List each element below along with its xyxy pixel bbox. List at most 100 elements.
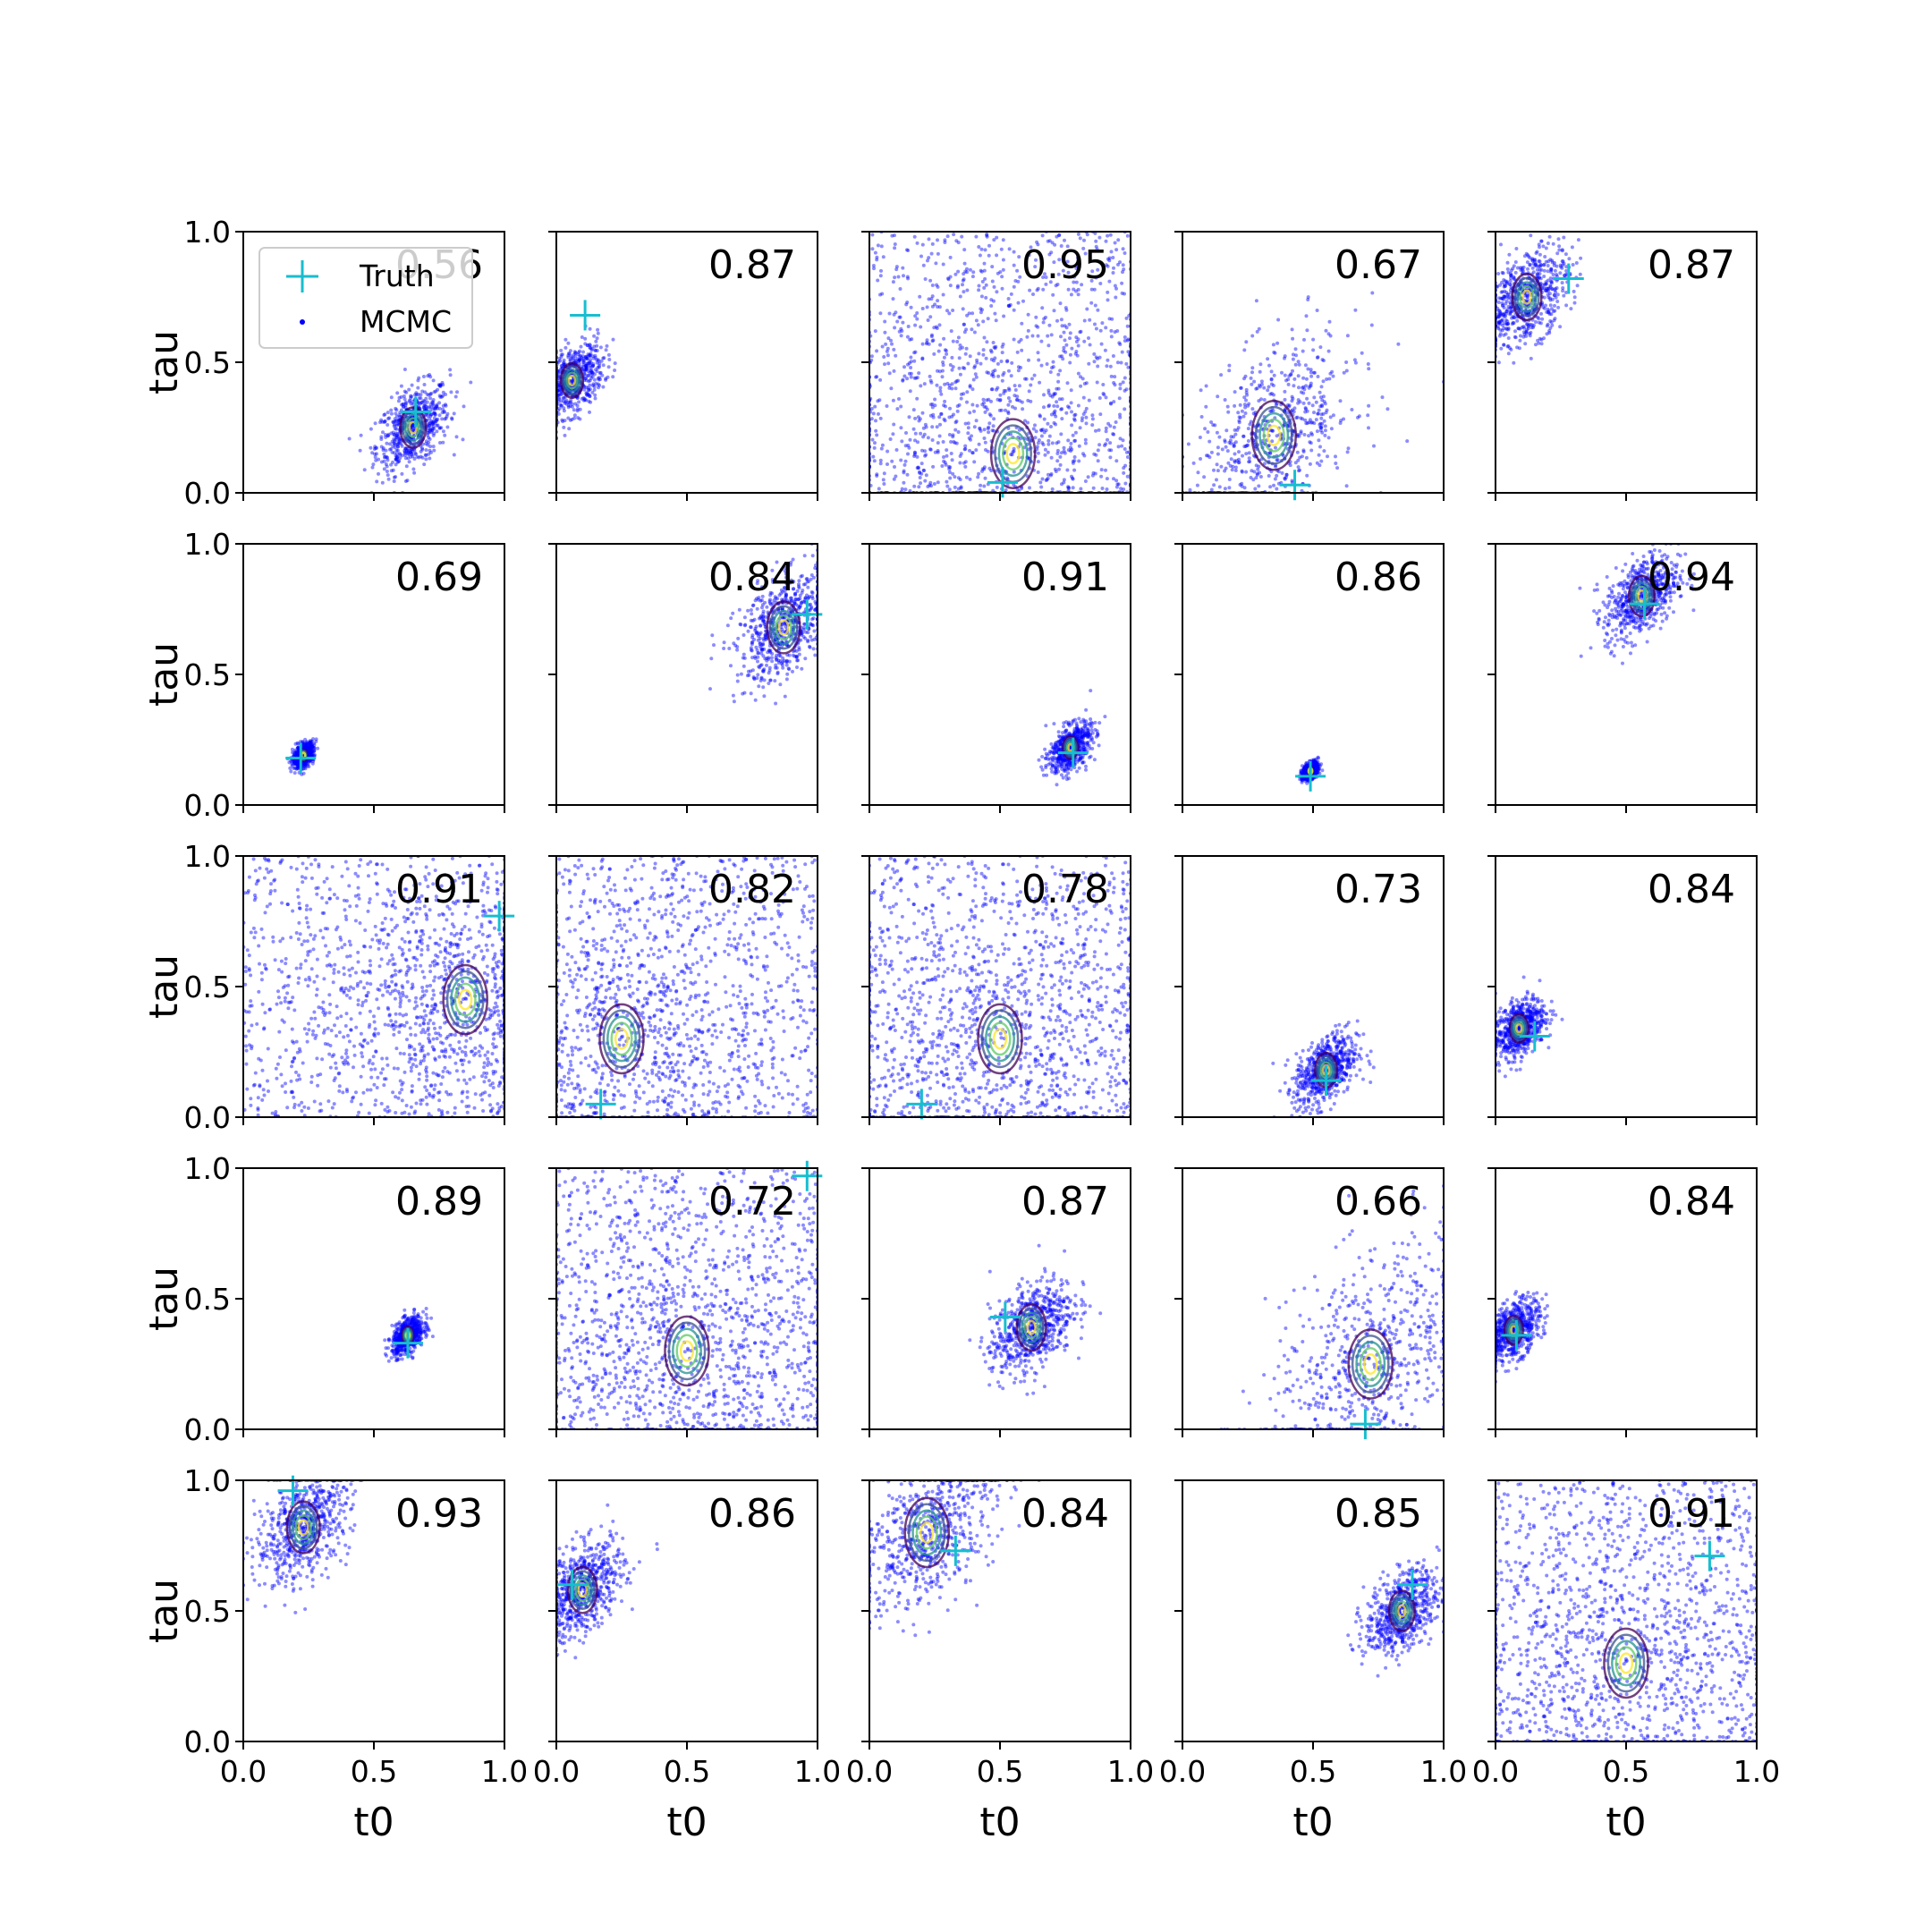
mcmc-point [1224, 445, 1228, 449]
mcmc-point [927, 342, 931, 346]
mcmc-point [386, 432, 391, 436]
mcmc-point [1547, 234, 1552, 239]
mcmc-point [964, 346, 969, 351]
mcmc-point [409, 394, 413, 398]
mcmc-point [411, 425, 415, 429]
mcmc-point [890, 342, 894, 346]
mcmc-point [1057, 233, 1062, 237]
mcmc-point [955, 340, 960, 343]
mcmc-point [397, 441, 402, 445]
mcmc-point [295, 741, 300, 745]
mcmc-point [1098, 412, 1103, 417]
mcmc-point [425, 405, 429, 410]
mcmc-point [431, 433, 436, 437]
mcmc-point [308, 741, 312, 745]
mcmc-point [394, 453, 398, 458]
mcmc-point [384, 435, 388, 439]
mcmc-point [1551, 242, 1555, 246]
mcmc-point [419, 449, 423, 453]
mcmc-point [1122, 466, 1126, 470]
mcmc-point [905, 275, 910, 279]
mcmc-point [942, 459, 946, 463]
mcmc-point [939, 411, 944, 416]
mcmc-point [573, 359, 578, 363]
mcmc-point [598, 370, 603, 375]
mcmc-point [1045, 362, 1049, 366]
mcmc-point [1538, 267, 1542, 272]
mcmc-point [1069, 449, 1072, 453]
mcmc-point [1101, 383, 1106, 386]
mcmc-point [1079, 384, 1083, 388]
mcmc-point [1550, 297, 1555, 301]
mcmc-point [915, 317, 919, 321]
mcmc-point [1538, 252, 1542, 257]
mcmc-point [1268, 451, 1272, 455]
mcmc-point [1206, 453, 1210, 458]
mcmc-point [1504, 311, 1508, 316]
mcmc-point [936, 284, 940, 289]
mcmc-point [1244, 390, 1249, 394]
mcmc-point [438, 441, 442, 445]
mcmc-point [962, 322, 966, 326]
mcmc-point [1204, 384, 1208, 388]
mcmc-point [593, 355, 597, 360]
mcmc-point [558, 359, 563, 363]
mcmc-point [414, 393, 419, 397]
mcmc-point [886, 336, 891, 341]
mcmc-point [424, 396, 428, 401]
mcmc-point [1117, 396, 1122, 401]
mcmc-point [1549, 320, 1554, 325]
mcmc-point [1046, 421, 1050, 426]
mcmc-point [979, 361, 983, 366]
mcmc-point [913, 323, 918, 327]
mcmc-point [431, 419, 436, 424]
mcmc-point [1093, 322, 1097, 326]
mcmc-point [1237, 420, 1241, 425]
mcmc-point [1507, 252, 1512, 257]
mcmc-point [1054, 414, 1058, 419]
mcmc-point [292, 752, 297, 757]
mcmc-point [1498, 322, 1503, 326]
mcmc-point [586, 361, 590, 366]
mcmc-point [1331, 374, 1335, 378]
mcmc-point [1289, 373, 1293, 377]
mcmc-point [1544, 288, 1548, 292]
mcmc-point [928, 315, 933, 319]
mcmc-point [309, 739, 314, 743]
mcmc-point [1541, 305, 1546, 309]
mcmc-point [1503, 321, 1506, 326]
mcmc-point [946, 276, 950, 281]
mcmc-point [1496, 315, 1501, 319]
mcmc-point [992, 359, 996, 363]
mcmc-point [1254, 476, 1258, 480]
density-contour [1513, 276, 1540, 318]
mcmc-point [1040, 233, 1045, 238]
mcmc-point [409, 402, 413, 406]
mcmc-point [1262, 398, 1267, 402]
mcmc-point [433, 406, 437, 411]
mcmc-point [426, 443, 430, 447]
mcmc-point [1280, 470, 1284, 475]
mcmc-point [1106, 358, 1110, 362]
mcmc-point [437, 383, 442, 387]
mcmc-point [1514, 247, 1519, 250]
mcmc-point [1509, 273, 1513, 277]
mcmc-point [409, 454, 413, 459]
mcmc-point [971, 270, 976, 275]
mcmc-point [1551, 309, 1555, 314]
mcmc-point [369, 445, 373, 450]
mcmc-point [307, 745, 311, 750]
mcmc-point [1310, 403, 1315, 408]
mcmc-point [1558, 263, 1563, 267]
mcmc-point [358, 448, 362, 453]
mcmc-point [948, 406, 952, 411]
mcmc-point [1088, 318, 1092, 322]
mcmc-point [430, 402, 435, 406]
mcmc-point [1506, 321, 1511, 326]
mcmc-point [948, 476, 953, 480]
mcmc-point [1009, 292, 1013, 296]
mcmc-point [1223, 487, 1227, 491]
mcmc-point [1004, 408, 1007, 412]
mcmc-point [1113, 241, 1117, 245]
mcmc-point [1273, 351, 1277, 355]
